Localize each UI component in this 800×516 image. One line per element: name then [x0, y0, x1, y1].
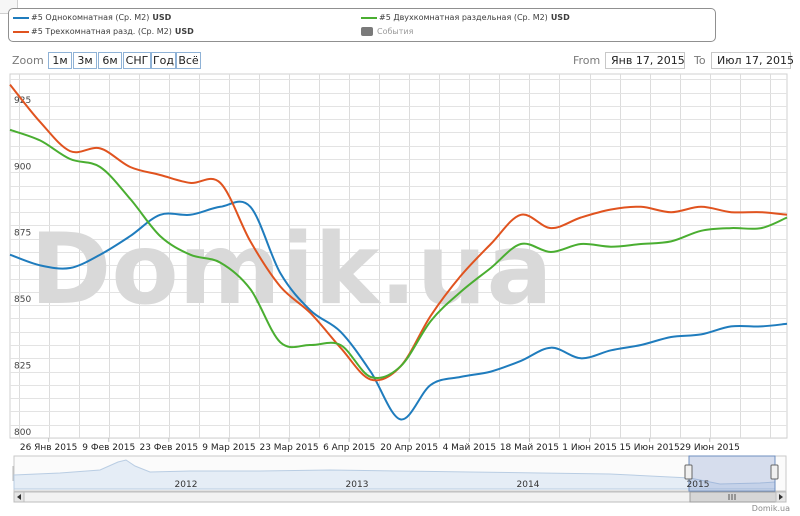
- watermark-text: Domik.ua: [30, 213, 553, 327]
- navigator-handle-left[interactable]: [684, 464, 693, 480]
- x-tick-label: 18 Май 2015: [500, 443, 559, 453]
- legend-swatch-two-room: [361, 16, 377, 19]
- x-tick-label: 9 Мар 2015: [202, 443, 255, 453]
- legend-unit-one-room: USD: [152, 13, 172, 22]
- x-tick-label: 20 Апр 2015: [380, 443, 438, 453]
- legend-label-two-room: #5 Двухкомнатная раздельная (Ср. М2): [379, 13, 548, 22]
- x-tick-label: 26 Янв 2015: [20, 443, 78, 453]
- legend-item-three-room[interactable]: #5 Трехкомнатная разд. (Ср. М2) USD: [13, 27, 194, 36]
- navigator[interactable]: 2012 2013 2014 2015: [12, 455, 787, 503]
- scrollbar-grip-icon: [728, 494, 736, 500]
- x-tick-label: 1 Июн 2015: [562, 443, 617, 453]
- zoom-button-all[interactable]: Всё: [176, 52, 201, 69]
- navigator-handle-right[interactable]: [770, 464, 779, 480]
- series-line-0[interactable]: [9, 200, 788, 421]
- y-tick-label: 875: [14, 229, 31, 239]
- navigator-area: [13, 459, 776, 490]
- zoom-button-ytd[interactable]: СНГ: [123, 52, 151, 69]
- zoom-button-6m[interactable]: 6м: [98, 52, 122, 69]
- y-tick-label: 900: [14, 162, 31, 172]
- legend-item-two-room[interactable]: #5 Двухкомнатная раздельная (Ср. М2) USD: [361, 13, 570, 22]
- navigator-year-label: 2015: [687, 480, 710, 490]
- x-tick-label: 4 Май 2015: [443, 443, 496, 453]
- y-tick-label: 850: [14, 295, 31, 305]
- zoom-button-1y[interactable]: Год: [151, 52, 176, 69]
- legend-label-three-room: #5 Трехкомнатная разд. (Ср. М2): [31, 27, 172, 36]
- to-label: To: [694, 54, 706, 67]
- x-tick-label: 23 Фев 2015: [139, 443, 198, 453]
- legend-item-events[interactable]: События: [361, 27, 413, 36]
- series-lines[interactable]: [9, 83, 788, 421]
- navigator-year-label: 2012: [175, 480, 198, 490]
- legend-unit-two-room: USD: [550, 13, 570, 22]
- scroll-left-arrow-icon: [17, 494, 21, 500]
- chart-legend: #5 Однокомнатная (Ср. М2) USD #5 Трехком…: [8, 8, 716, 42]
- grid-lines: [9, 73, 788, 439]
- scroll-right-arrow-icon: [779, 494, 783, 500]
- zoom-label: Zoom: [12, 54, 44, 67]
- zoom-button-1m[interactable]: 1м: [48, 52, 72, 69]
- x-tick-label: 23 Мар 2015: [259, 443, 318, 453]
- scrollbar-thumb[interactable]: [689, 491, 777, 503]
- from-label: From: [573, 54, 601, 67]
- x-tick-label: 29 Июн 2015: [680, 443, 740, 453]
- legend-label-one-room: #5 Однокомнатная (Ср. М2): [31, 13, 150, 22]
- credit-text[interactable]: Domik.ua: [752, 504, 790, 513]
- x-tick-label: 6 Апр 2015: [323, 443, 375, 453]
- x-axis-ticks: 26 Янв 2015 9 Фев 2015 23 Фев 2015 9 Мар 20…: [20, 438, 740, 453]
- scrollbar-track[interactable]: [13, 491, 787, 503]
- series-line-2[interactable]: [9, 128, 788, 380]
- events-icon: [361, 27, 373, 36]
- legend-label-events: События: [377, 27, 414, 36]
- legend-swatch-one-room: [13, 16, 29, 19]
- legend-unit-three-room: USD: [174, 27, 194, 36]
- x-tick-label: 9 Фев 2015: [82, 443, 135, 453]
- navigator-year-label: 2014: [517, 480, 540, 490]
- legend-item-one-room[interactable]: #5 Однокомнатная (Ср. М2) USD: [13, 13, 171, 22]
- to-date-input[interactable]: Июл 17, 2015: [711, 52, 794, 69]
- y-tick-label: 800: [14, 428, 31, 438]
- zoom-button-3m[interactable]: 3м: [73, 52, 97, 69]
- x-tick-label: 15 Июн 2015: [619, 443, 679, 453]
- y-tick-label: 825: [14, 362, 31, 372]
- navigator-year-label: 2013: [346, 480, 369, 490]
- legend-swatch-three-room: [13, 30, 29, 33]
- from-date-input[interactable]: Янв 17, 2015: [605, 52, 685, 69]
